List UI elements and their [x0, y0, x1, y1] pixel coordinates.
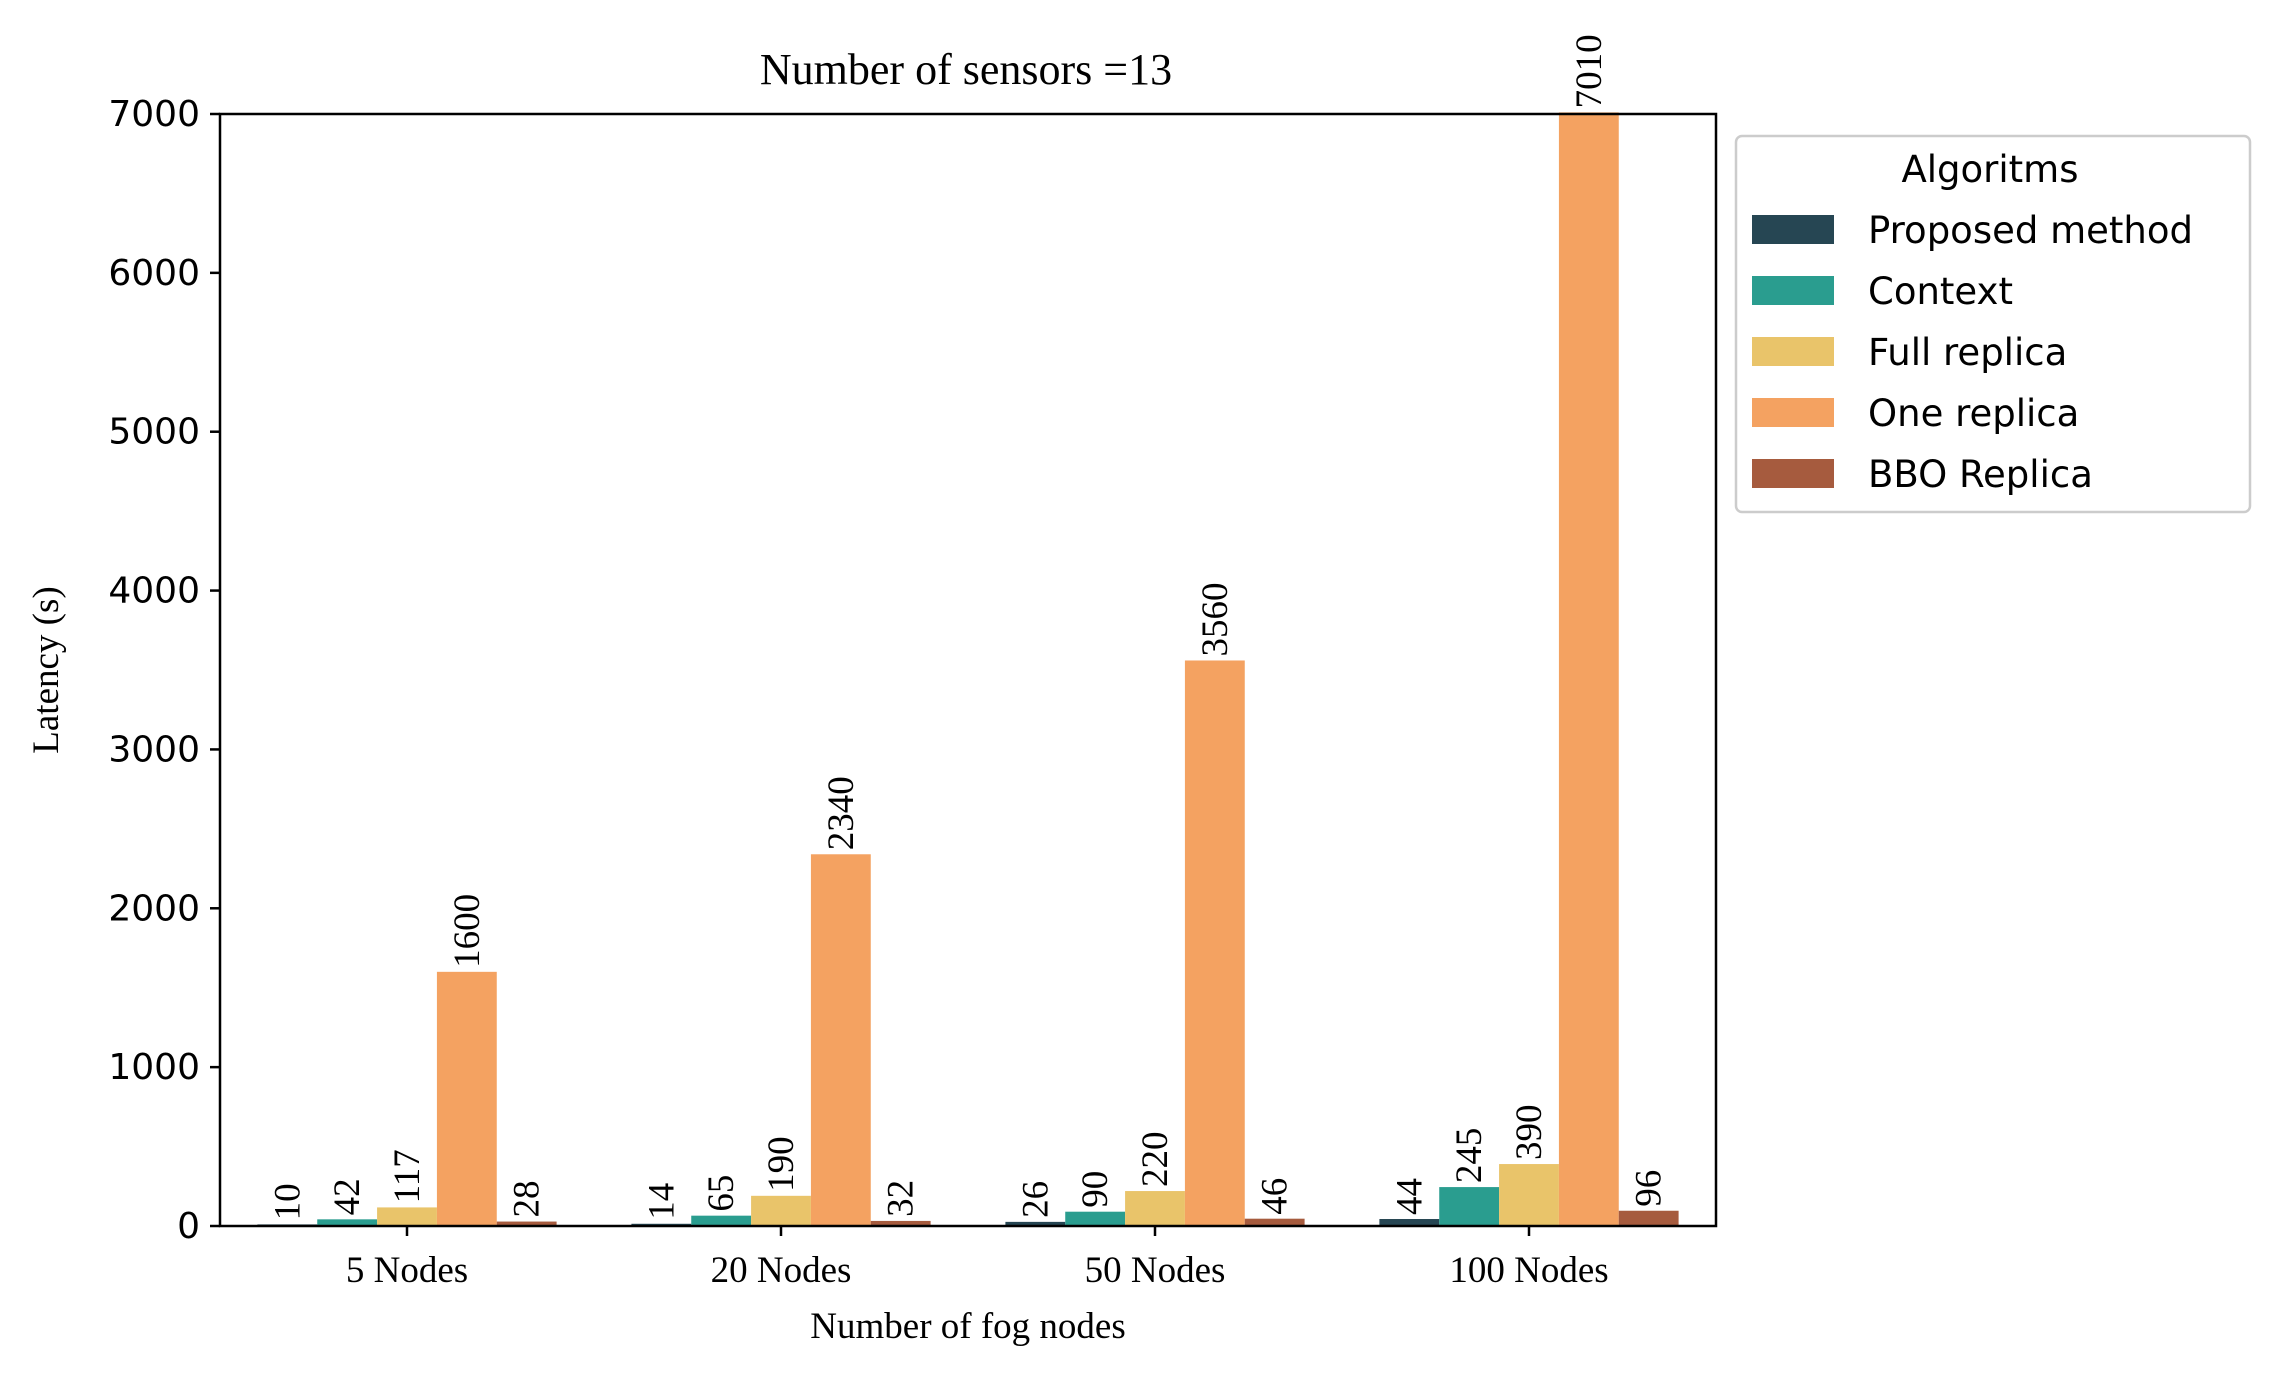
- bar: [317, 1219, 378, 1226]
- legend-swatch: [1752, 215, 1834, 244]
- bar-value-label: 28: [507, 1181, 548, 1218]
- bar: [870, 1220, 931, 1226]
- legend-swatch: [1752, 337, 1834, 366]
- legend-entry: BBO Replica: [1868, 453, 2093, 496]
- legend-entry: Proposed method: [1868, 209, 2193, 252]
- bar-labels-layer: 10 14 26 44 42 65 90 245 117 190 220 390 1600 2340 356…: [267, 34, 1669, 1220]
- legend-swatch: [1752, 459, 1834, 488]
- y-tick-label: 6000: [108, 253, 200, 294]
- bar: [1244, 1218, 1305, 1226]
- bar: [751, 1195, 811, 1226]
- bar: [377, 1207, 437, 1226]
- bar-value-label: 1600: [447, 894, 488, 968]
- bar-value-label: 26: [1015, 1181, 1056, 1218]
- bar: [810, 854, 871, 1226]
- bar-value-label: 65: [701, 1175, 742, 1212]
- bar-value-label: 42: [327, 1178, 368, 1215]
- bar-value-label: 117: [387, 1149, 428, 1203]
- plot-frame: [218, 112, 1718, 1228]
- bar-value-label: 96: [1629, 1170, 1670, 1207]
- y-tick-label: 3000: [108, 729, 200, 770]
- bar: [1499, 1164, 1559, 1226]
- legend-swatch: [1752, 398, 1834, 427]
- y-tick-label: 7000: [108, 94, 200, 135]
- x-tick-label: 5 Nodes: [346, 1250, 468, 1291]
- bar: [1558, 112, 1619, 1226]
- bar: [691, 1215, 752, 1226]
- bar: [1005, 1221, 1066, 1226]
- x-axis: 5 Nodes 20 Nodes 50 Nodes 100 Nodes: [346, 1226, 1609, 1291]
- chart-title: Number of sensors =13: [760, 45, 1172, 94]
- bar-value-label: 44: [1389, 1178, 1430, 1215]
- legend: Algoritms Proposed method Context Full rep…: [1734, 134, 2252, 514]
- bar-value-label: 220: [1135, 1132, 1176, 1188]
- y-axis-label: Latency (s): [26, 586, 67, 753]
- y-tick-label: 1000: [108, 1047, 200, 1088]
- bar-value-label: 390: [1509, 1105, 1550, 1161]
- bar: [436, 971, 497, 1226]
- bar-value-label: 190: [761, 1136, 802, 1192]
- bars-layer: [257, 112, 1679, 1226]
- x-tick-label: 100 Nodes: [1449, 1250, 1608, 1291]
- bar-value-label: 10: [267, 1183, 308, 1220]
- bar-value-label: 14: [641, 1183, 682, 1220]
- y-tick-label: 5000: [108, 412, 200, 453]
- legend-items: Proposed method Context Full replica One re…: [1752, 209, 2193, 496]
- bar: [1125, 1191, 1185, 1226]
- x-tick-label: 50 Nodes: [1085, 1250, 1226, 1291]
- x-tick-label: 20 Nodes: [711, 1250, 852, 1291]
- bar: [496, 1221, 557, 1226]
- y-tick-label: 0: [177, 1206, 200, 1247]
- bar: [1065, 1211, 1126, 1226]
- bar: [1439, 1187, 1500, 1226]
- bar-value-label: 7010: [1569, 34, 1610, 108]
- y-tick-label: 4000: [108, 571, 200, 612]
- legend-entry: Context: [1868, 270, 2013, 313]
- bar-value-label: 90: [1075, 1171, 1116, 1208]
- bar: [1379, 1219, 1440, 1226]
- bar: [1618, 1210, 1679, 1226]
- x-axis-label: Number of fog nodes: [810, 1306, 1125, 1347]
- bar-value-label: 3560: [1195, 582, 1236, 656]
- bar-value-label: 245: [1449, 1128, 1490, 1184]
- bar-value-label: 46: [1255, 1178, 1296, 1215]
- legend-entry: Full replica: [1868, 331, 2067, 374]
- legend-frame: [1734, 134, 2252, 514]
- bar-value-label: 2340: [821, 776, 862, 850]
- legend-swatch: [1752, 276, 1834, 305]
- y-tick-label: 2000: [108, 888, 200, 929]
- bar-value-label: 32: [881, 1180, 922, 1217]
- y-axis: 0 1000 2000 3000 4000 5000 6000 7000: [108, 94, 220, 1247]
- bar: [1184, 660, 1245, 1226]
- legend-title: Algoritms: [1901, 148, 2078, 191]
- legend-entry: One replica: [1868, 392, 2079, 435]
